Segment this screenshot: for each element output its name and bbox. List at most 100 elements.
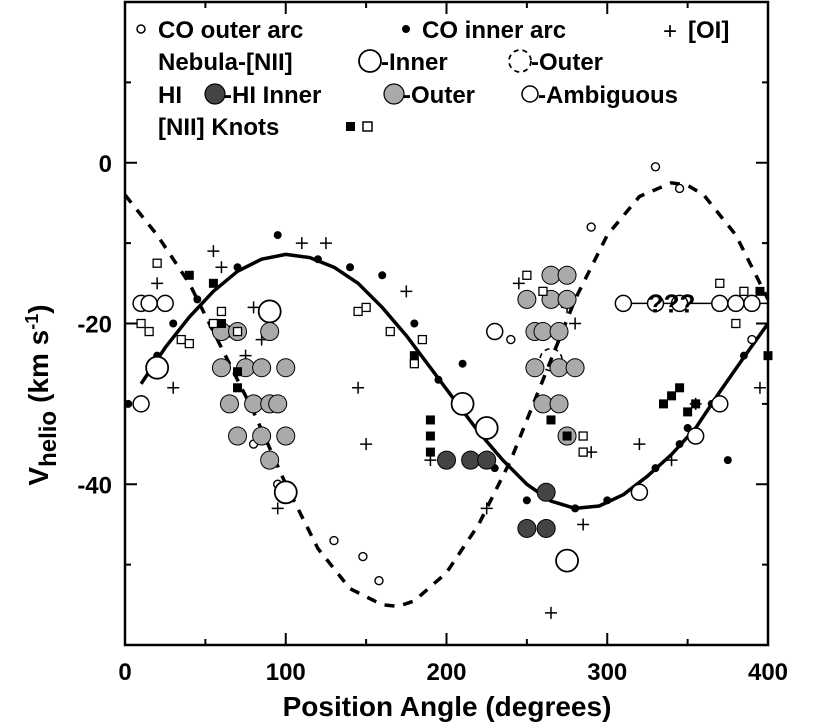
co-outer-point (358, 551, 368, 562)
hi-ambiguous-point (156, 294, 174, 313)
nii-knot-open-point (578, 447, 588, 457)
hi-ambiguous-point (670, 294, 689, 313)
nii-knot-open-point (176, 334, 186, 345)
y-axis-title: Vhelio (km s-1) (22, 304, 62, 485)
x-tick-label: 200 (426, 659, 466, 686)
nii-knot-filled-point (208, 278, 218, 288)
hi-outer-point (549, 358, 569, 378)
nii-knot-filled-point (691, 399, 701, 409)
co-inner-point (346, 263, 355, 272)
co-inner-point (723, 456, 732, 465)
co-inner-point (603, 496, 612, 505)
legend-marker-knot-filled (346, 122, 355, 131)
nii-knot-filled-point (425, 447, 435, 457)
nii-knot-filled-point (233, 367, 243, 377)
co-inner-point (675, 440, 684, 449)
nebula-inner-point (450, 391, 475, 416)
nii-knot-filled-point (683, 407, 693, 417)
nii-knot-open-point (578, 431, 588, 441)
nii-knot-filled-point (562, 431, 572, 441)
co-inner-point (378, 271, 387, 280)
oi-point (247, 301, 260, 314)
co-outer-point (586, 222, 596, 232)
co-inner-point (193, 295, 202, 304)
hi-ambiguous-point (743, 294, 761, 313)
x-tick-label: 100 (266, 659, 306, 686)
co-inner-point (651, 464, 660, 473)
nebula-inner-point (273, 480, 298, 505)
co-outer-point (329, 535, 339, 546)
hi-outer-point (260, 322, 280, 342)
co-outer-point (374, 576, 384, 586)
hi-outer-point (252, 426, 272, 446)
legend-marker-nebula-outer (508, 49, 532, 73)
nii-knot-open-point (152, 258, 162, 268)
x-tick-label: 300 (587, 659, 627, 686)
co-inner-point (434, 375, 443, 384)
hi-ambiguous-point (485, 322, 504, 341)
co-inner-point (739, 351, 748, 360)
y-axis-title-close: ) (23, 304, 54, 313)
nii-knot-open-point (739, 286, 749, 297)
oi-point (569, 317, 582, 330)
co-outer-point (674, 183, 685, 194)
hi-outer-point (268, 394, 288, 414)
hi-outer-point (549, 394, 569, 414)
hi-ambiguous-point (711, 395, 729, 413)
y-axis-title-units: (km s (23, 330, 54, 403)
y-tick-label: -20 (77, 312, 112, 339)
x-tick-label: 400 (748, 659, 788, 686)
oi-point (665, 454, 678, 467)
nii-knot-open-point (361, 302, 371, 313)
oi-point (167, 381, 180, 394)
legend-marker-co-outer (136, 24, 146, 34)
nii-knot-open-point (144, 326, 154, 337)
hi-ambiguous-point (686, 427, 705, 445)
legend-marker-knot-open (362, 121, 373, 132)
co-inner-point (273, 231, 282, 240)
legend-hi-outer: -Outer (403, 82, 475, 109)
nii-knot-open-point (208, 318, 219, 329)
nii-knot-filled-point (425, 431, 435, 441)
oi-point (151, 277, 164, 290)
oi-point (271, 502, 284, 515)
oi-point (544, 606, 557, 619)
co-inner-point (233, 263, 242, 272)
legend-co-inner-arc: CO inner arc (422, 17, 566, 44)
legend-marker-hi-inner (204, 83, 226, 105)
co-inner-point (410, 319, 419, 328)
oi-point (400, 285, 413, 298)
nebula-inner-point (555, 548, 579, 573)
oi-point (577, 518, 590, 531)
legend-marker-nebula-inner (358, 49, 382, 73)
nii-knot-open-point (409, 359, 420, 369)
hi-ambiguous-point (630, 483, 649, 502)
hi-outer-point (533, 322, 553, 342)
nebula-inner-point (145, 355, 170, 380)
nii-knot-open-point (216, 306, 227, 317)
hi-outer-point (276, 358, 296, 378)
tick-labels: 0 100 200 300 400 0 -20 -40 (77, 151, 788, 686)
question-marks-annotation: ??? (648, 288, 696, 318)
oi-point (480, 502, 493, 515)
outer-fit-curve (123, 181, 770, 609)
y-axis-title-sub: helio (35, 411, 62, 467)
nii-knot-open-point (385, 326, 395, 337)
hi-outer-point (565, 358, 585, 378)
hi-inner-point (536, 482, 556, 502)
hi-outer-point (541, 265, 561, 285)
hi-outer-point (549, 322, 569, 342)
nii-knot-filled-point (659, 399, 669, 409)
nii-knot-filled-point (763, 351, 773, 361)
hi-ambiguous-point (646, 294, 665, 313)
nii-knot-filled-point (546, 415, 556, 425)
nii-knot-open-point (184, 338, 194, 349)
nii-knot-open-point (731, 318, 741, 329)
hi-outer-point (557, 289, 577, 309)
oi-point (360, 438, 373, 451)
hi-inner-point (437, 450, 456, 470)
hi-outer-point (525, 358, 545, 378)
nii-knot-open-point (522, 270, 532, 280)
hi-outer-point (533, 394, 553, 414)
